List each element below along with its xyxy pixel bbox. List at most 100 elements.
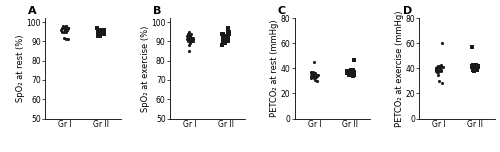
Point	[347, 68, 355, 71]
Point	[437, 65, 445, 67]
Point	[224, 33, 232, 35]
Point	[97, 29, 105, 31]
Point	[434, 80, 442, 82]
Point	[94, 31, 102, 33]
Point	[58, 31, 66, 33]
Point	[220, 38, 228, 41]
Point	[313, 75, 321, 77]
Point	[189, 40, 197, 43]
Point	[64, 29, 72, 31]
Point	[344, 71, 351, 73]
Point	[60, 36, 68, 39]
Point	[432, 68, 440, 71]
Point	[58, 25, 66, 27]
Point	[62, 27, 70, 29]
Point	[471, 65, 479, 67]
Point	[438, 42, 446, 45]
Point	[308, 72, 316, 75]
Point	[433, 70, 441, 72]
Point	[186, 34, 194, 37]
Point	[435, 70, 443, 72]
Point	[438, 63, 446, 66]
Point	[436, 66, 444, 68]
Point	[432, 67, 440, 70]
Point	[224, 36, 232, 39]
Point	[98, 31, 106, 33]
Point	[183, 34, 191, 37]
Point	[222, 40, 230, 43]
Point	[468, 46, 476, 48]
Point	[60, 27, 68, 29]
Point	[311, 76, 319, 78]
Point	[310, 72, 318, 75]
Point	[95, 33, 103, 35]
Point	[224, 29, 232, 31]
Point	[432, 66, 440, 68]
Point	[224, 34, 232, 37]
Point	[311, 75, 319, 77]
Point	[470, 67, 478, 70]
Point	[346, 71, 354, 73]
Point	[346, 73, 354, 76]
Point	[349, 75, 357, 77]
Point	[436, 66, 444, 68]
Point	[472, 65, 480, 67]
Point	[188, 36, 196, 39]
Point	[186, 42, 194, 45]
Point	[470, 66, 478, 68]
Text: A: A	[28, 6, 37, 16]
Point	[348, 70, 356, 72]
Point	[310, 72, 318, 75]
Point	[99, 33, 107, 35]
Point	[307, 71, 315, 73]
Point	[222, 36, 230, 39]
Point	[222, 38, 230, 41]
Point	[471, 66, 479, 68]
Point	[62, 27, 70, 29]
Point	[64, 27, 72, 29]
Point	[100, 31, 108, 33]
Point	[350, 71, 358, 73]
Point	[94, 33, 102, 35]
Point	[469, 68, 477, 71]
Point	[224, 27, 232, 29]
Point	[184, 34, 192, 37]
Point	[470, 63, 478, 66]
Point	[60, 29, 68, 31]
Point	[58, 29, 66, 31]
Point	[225, 31, 233, 33]
Point	[62, 27, 70, 29]
Point	[470, 70, 478, 72]
Point	[186, 38, 194, 41]
Point	[473, 67, 481, 70]
Point	[98, 31, 106, 33]
Point	[343, 72, 351, 75]
Point	[99, 33, 107, 35]
Point	[100, 33, 108, 35]
Point	[96, 31, 104, 33]
Point	[472, 63, 480, 66]
Text: C: C	[278, 6, 286, 16]
Point	[224, 40, 232, 43]
Point	[186, 38, 194, 41]
Point	[63, 29, 71, 31]
Point	[349, 68, 357, 71]
Point	[95, 33, 103, 35]
Point	[184, 36, 192, 39]
Point	[311, 73, 319, 76]
Point	[94, 27, 102, 29]
Point	[472, 65, 480, 67]
Point	[432, 68, 440, 71]
Point	[312, 73, 320, 76]
Point	[62, 38, 70, 41]
Point	[474, 65, 482, 67]
Point	[350, 71, 358, 73]
Point	[349, 70, 357, 72]
Point	[99, 29, 107, 31]
Point	[344, 70, 352, 72]
Point	[187, 40, 195, 43]
Point	[312, 75, 320, 77]
Point	[62, 29, 70, 31]
Point	[62, 29, 70, 31]
Point	[221, 42, 229, 45]
